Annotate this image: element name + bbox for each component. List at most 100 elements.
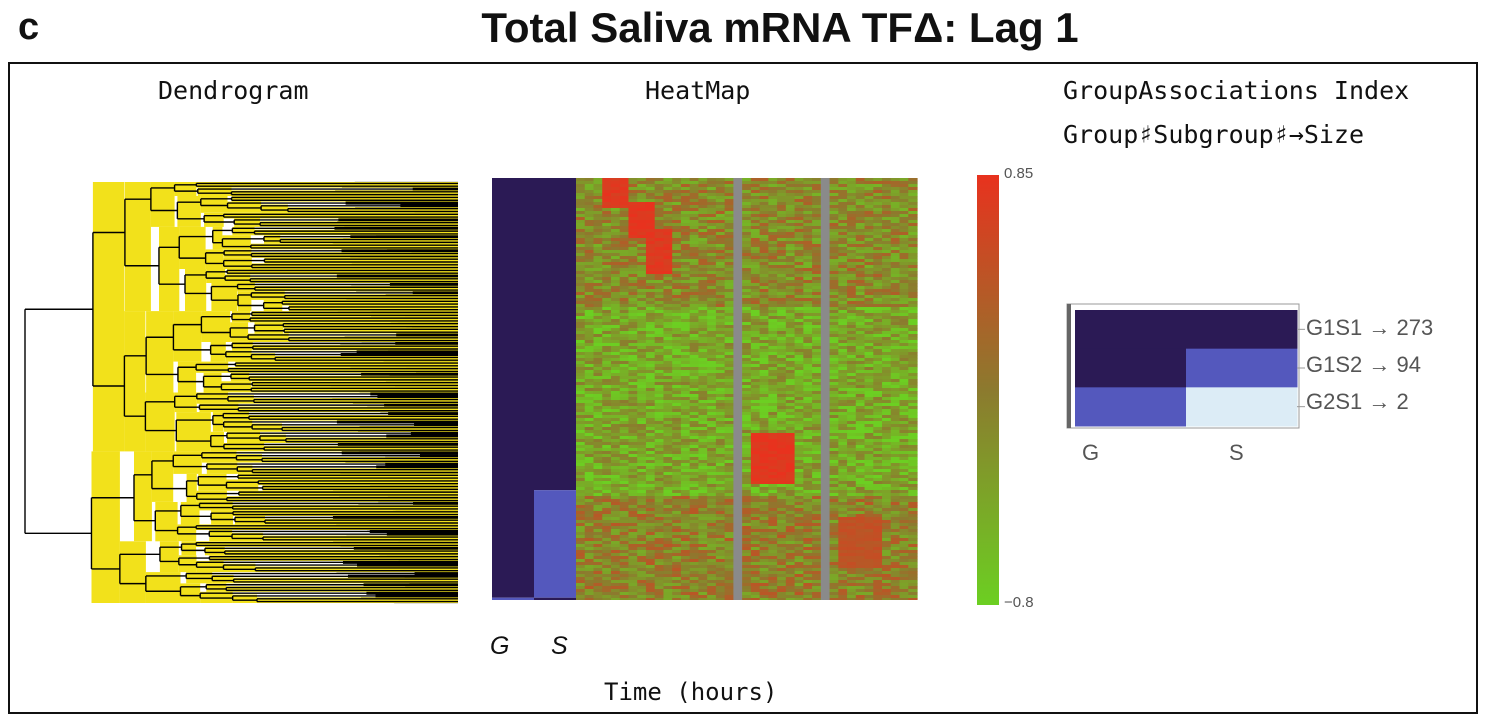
heatmap-cell — [803, 337, 813, 341]
heatmap-cell — [899, 418, 909, 422]
heatmap-cell — [847, 256, 857, 260]
heatmap-cell — [873, 499, 883, 503]
dendrogram-cluster-fill — [251, 311, 458, 317]
heatmap-cell — [733, 448, 743, 452]
heatmap-cell — [820, 283, 831, 287]
heatmap-cell — [812, 235, 822, 239]
heatmap-cell — [873, 340, 883, 344]
heatmap-cell — [855, 493, 866, 497]
heatmap-cell — [576, 403, 586, 407]
heatmap-cell — [899, 490, 909, 494]
dendrogram-cluster-fill — [223, 212, 458, 219]
heatmap-cell — [820, 388, 831, 392]
heatmap-cell — [847, 307, 857, 311]
heatmap-cell — [742, 214, 752, 218]
heatmap-cell — [733, 490, 743, 494]
heatmap-cell — [715, 322, 726, 326]
heatmap-cell — [873, 343, 883, 347]
heatmap-cell — [768, 217, 778, 221]
heatmap-cell — [768, 280, 778, 284]
heatmap-cell — [654, 235, 665, 239]
heatmap-cell — [628, 391, 638, 395]
heatmap-cell — [759, 472, 769, 476]
heatmap-cell — [750, 496, 761, 500]
heatmap-cell — [882, 259, 892, 263]
heatmap-cell — [820, 352, 831, 356]
heatmap-cell — [619, 352, 630, 356]
heatmap-cell — [855, 409, 866, 413]
heatmap-cell — [576, 256, 586, 260]
heatmap-cell — [855, 238, 866, 242]
heatmap-cell — [593, 448, 603, 452]
heatmap-cell — [602, 295, 612, 299]
heatmap-cell — [768, 349, 778, 353]
heatmap-cell — [724, 361, 734, 365]
heatmap-cell — [820, 205, 831, 209]
heatmap-cell — [593, 466, 603, 470]
heatmap-cell — [803, 409, 813, 413]
heatmap-cell — [733, 397, 743, 401]
heatmap-cell — [584, 265, 595, 269]
heatmap-cell — [637, 364, 647, 368]
heatmap-cell — [610, 496, 621, 500]
heatmap-cell — [715, 268, 726, 272]
heatmap-cell — [864, 268, 874, 272]
heatmap-cell — [707, 382, 717, 386]
heatmap-cell — [602, 265, 612, 269]
heatmap-cell — [908, 469, 918, 473]
dendrogram-cluster-fill — [206, 583, 227, 592]
heatmap-cell — [803, 193, 813, 197]
heatmap-cell — [890, 415, 901, 419]
heatmap-cell — [733, 469, 743, 473]
heatmap-cell — [803, 433, 813, 437]
heatmap-cell — [899, 310, 909, 314]
heatmap-cell — [619, 367, 630, 371]
heatmap-cell — [663, 190, 673, 194]
heatmap-cell — [654, 292, 665, 296]
heatmap-cell — [672, 223, 682, 227]
heatmap-cell — [645, 193, 656, 197]
heatmap-cell — [698, 262, 708, 266]
heatmap-cell — [610, 193, 621, 197]
heatmap-cell — [812, 400, 822, 404]
heatmap-cell — [908, 373, 918, 377]
heatmap-cell — [663, 253, 673, 257]
heatmap-cell — [847, 292, 857, 296]
heatmap-cell — [584, 400, 595, 404]
heatmap-cell — [838, 181, 848, 185]
heatmap-cell — [890, 232, 901, 236]
heatmap-cell — [794, 427, 804, 431]
heatmap-cell — [733, 277, 743, 281]
heatmap-cell — [742, 274, 752, 278]
heatmap-cell — [602, 445, 612, 449]
heatmap-cell — [637, 439, 647, 443]
heatmap-cell — [768, 316, 778, 320]
heatmap-cell — [645, 460, 656, 464]
heatmap-cell — [742, 496, 752, 500]
heatmap-cell — [803, 187, 813, 191]
heatmap-cell — [750, 409, 761, 413]
dendrogram-cluster-fill — [201, 311, 231, 342]
heatmap-cell — [724, 292, 734, 296]
heatmap-cell — [829, 238, 839, 242]
heatmap-cell — [715, 430, 726, 434]
heatmap-cell — [672, 286, 682, 290]
heatmap-cell — [584, 481, 595, 485]
heatmap-cell — [855, 178, 866, 182]
heatmap-cell — [855, 187, 866, 191]
heatmap-cell — [785, 460, 796, 464]
heatmap-cell — [803, 346, 813, 350]
heatmap-cell — [593, 349, 603, 353]
heatmap-cell — [663, 358, 673, 362]
heatmap-cell — [602, 244, 612, 248]
heatmap-cell — [742, 283, 752, 287]
heatmap-cell — [855, 310, 866, 314]
heatmap-cell — [750, 232, 761, 236]
heatmap-cell — [576, 472, 586, 476]
heatmap-cell — [768, 238, 778, 242]
heatmap-cell — [628, 367, 638, 371]
heatmap-cell — [645, 196, 656, 200]
heatmap-cell — [768, 184, 778, 188]
heatmap-cell — [637, 208, 647, 212]
heatmap-cell — [742, 460, 752, 464]
